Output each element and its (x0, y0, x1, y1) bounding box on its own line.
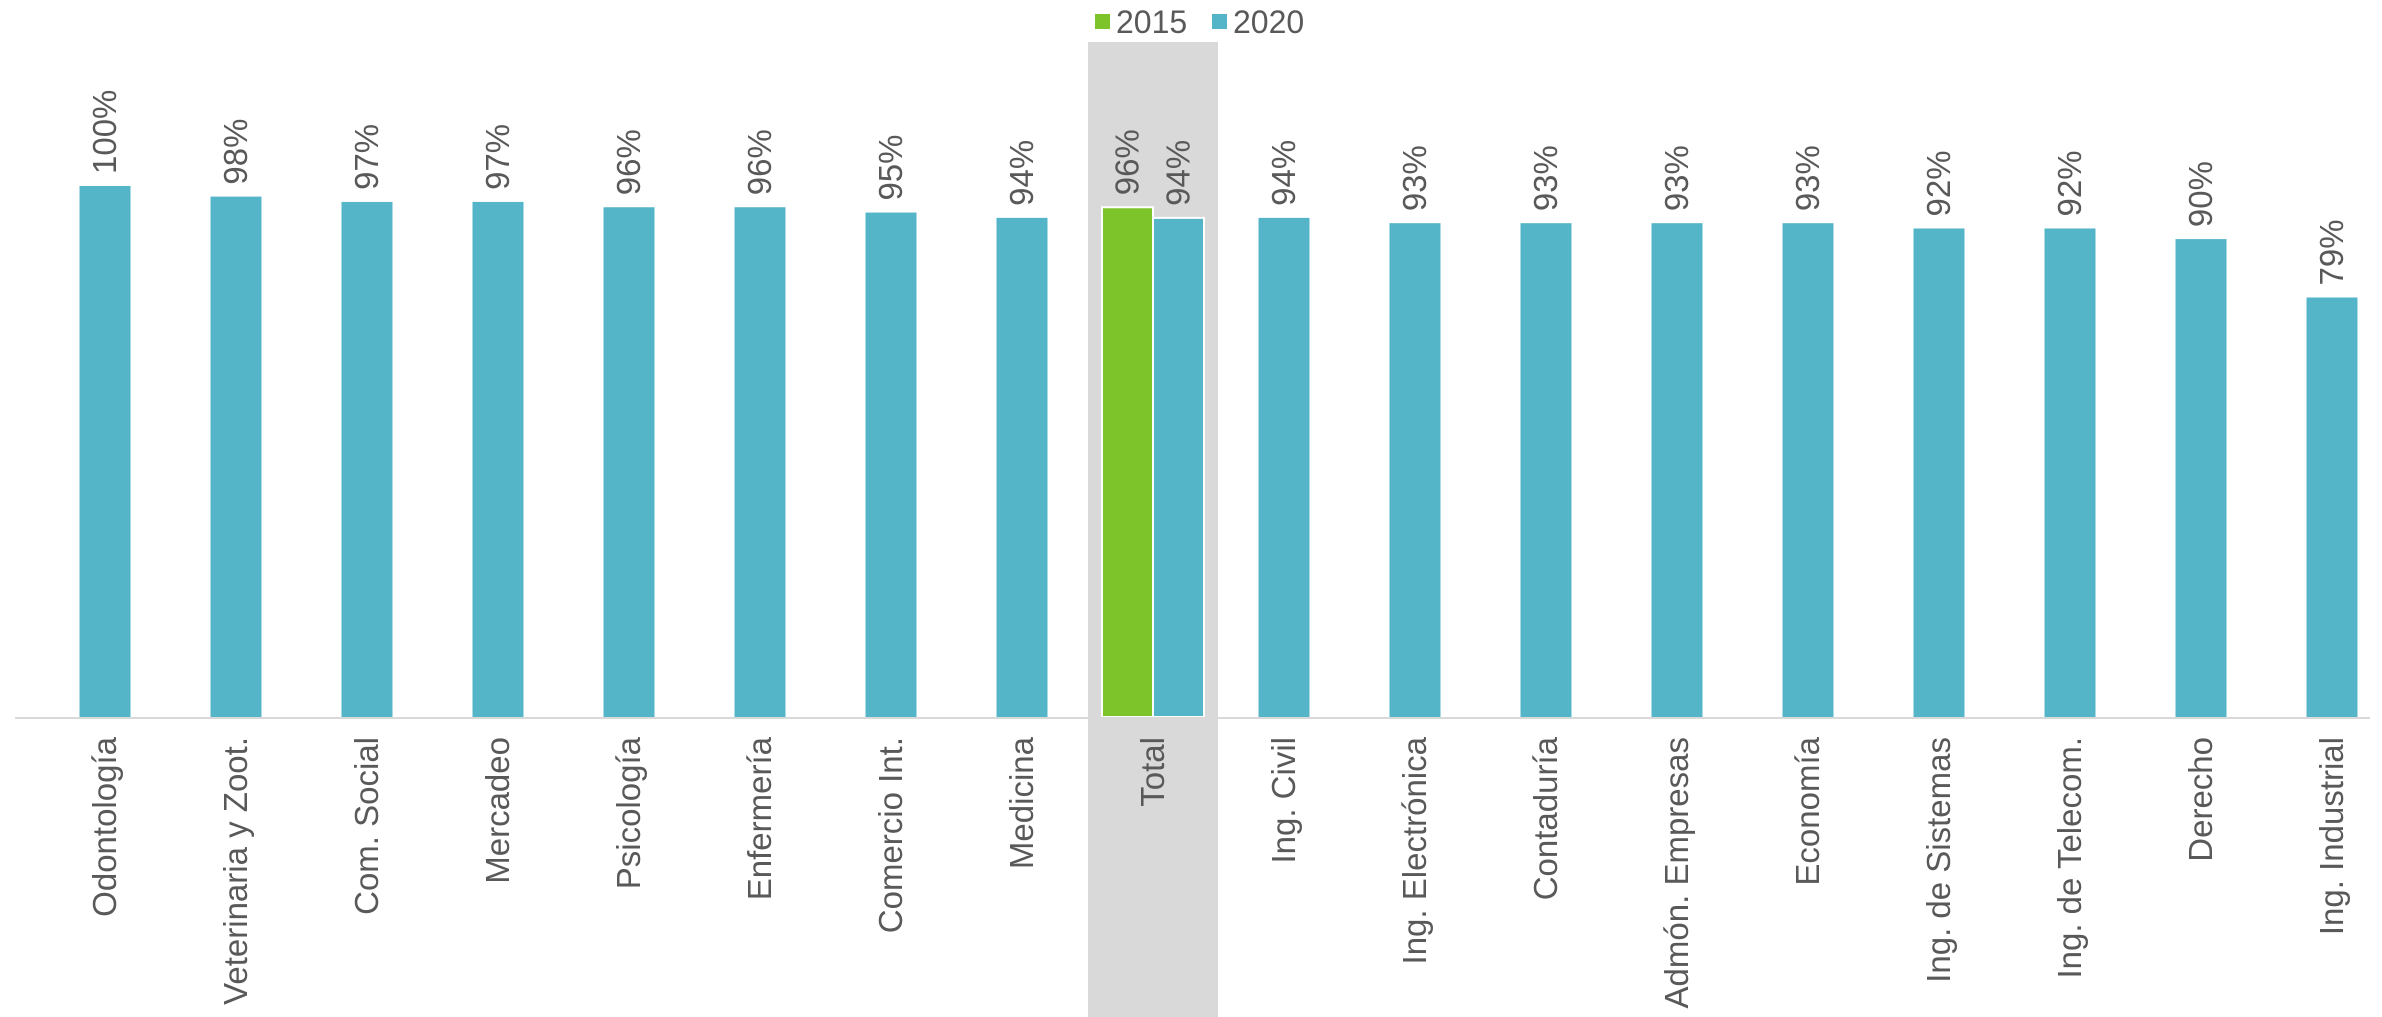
data-label-2020-ing-electronica: 93% (1396, 145, 1433, 211)
data-label-2020-total: 94% (1160, 140, 1197, 206)
bar-2020-ing-de-telecom (2044, 228, 2096, 718)
tick-label-enfermeria: Enfermería (741, 736, 778, 900)
data-label-2020-psicologia: 96% (610, 129, 647, 195)
data-label-2020-enfermeria: 96% (741, 129, 778, 195)
tick-label-ing-de-telecom: Ing. de Telecom. (2051, 737, 2088, 979)
data-label-2020-comercio-int: 95% (872, 134, 909, 200)
bar-2020-odontologia (79, 186, 131, 717)
tick-label-psicologia: Psicología (610, 736, 647, 889)
data-label-2020-contaduria: 93% (1527, 145, 1564, 211)
legend-swatch-2015 (1095, 14, 1110, 29)
bar-2020-psicologia (603, 207, 655, 718)
tick-label-odontologia: Odontología (86, 736, 123, 916)
data-label-2020-ing-de-telecom: 92% (2051, 150, 2088, 216)
bar-2020-admon-empresas (1651, 223, 1703, 718)
bar-2020-total (1152, 216, 1205, 719)
bar-2020-contaduria (1520, 223, 1572, 718)
bar-2020-com-social (341, 201, 393, 717)
legend: 2015 2020 (1095, 4, 1304, 40)
tick-label-ing-civil: Ing. Civil (1265, 737, 1302, 864)
tick-label-com-social: Com. Social (348, 737, 385, 915)
bar-2020-ing-industrial (2306, 297, 2358, 717)
data-label-2020-ing-industrial: 79% (2313, 219, 2350, 285)
data-label-2015-total: 96% (1109, 129, 1146, 195)
tick-label-admon-empresas: Admón. Empresas (1658, 737, 1695, 1008)
data-label-2020-mercadeo: 97% (479, 124, 516, 190)
bar-2020-derecho (2175, 239, 2227, 717)
data-label-2020-veterinaria-y-zoot: 98% (217, 119, 254, 185)
bar-2020-ing-electronica (1389, 223, 1441, 718)
data-label-2020-odontologia: 100% (86, 90, 123, 174)
tick-label-contaduria: Contaduría (1527, 736, 1564, 900)
data-label-2020-admon-empresas: 93% (1658, 145, 1695, 211)
legend-label-2020: 2020 (1233, 4, 1304, 40)
tick-label-ing-de-sistemas: Ing. de Sistemas (1920, 737, 1957, 983)
bar-2020-economia (1782, 223, 1834, 718)
bar-2020-medicina (996, 217, 1048, 718)
tick-label-derecho: Derecho (2182, 737, 2219, 862)
data-label-2020-derecho: 90% (2182, 161, 2219, 227)
tick-label-comercio-int: Comercio Int. (872, 737, 909, 933)
bar-2020-veterinaria-y-zoot (210, 196, 262, 717)
data-label-2020-ing-de-sistemas: 92% (1920, 150, 1957, 216)
bar-2020-ing-civil (1258, 217, 1310, 718)
bar-2020-enfermeria (734, 207, 786, 718)
legend-swatch-2020 (1212, 14, 1227, 29)
data-label-2020-economia: 93% (1789, 145, 1826, 211)
tick-label-veterinaria-y-zoot: Veterinaria y Zoot. (217, 737, 254, 1005)
bar-2020-comercio-int (865, 212, 917, 718)
tick-label-ing-industrial: Ing. Industrial (2313, 737, 2350, 935)
tick-label-total: Total (1134, 737, 1171, 807)
tick-label-ing-electronica: Ing. Electrónica (1396, 736, 1433, 964)
bar-2020-mercadeo (472, 201, 524, 717)
data-label-2020-medicina: 94% (1003, 140, 1040, 206)
data-label-2020-ing-civil: 94% (1265, 140, 1302, 206)
tick-label-economia: Economía (1789, 736, 1826, 885)
bar-2015-total (1101, 206, 1154, 719)
legend-label-2015: 2015 (1116, 4, 1187, 40)
tick-label-medicina: Medicina (1003, 736, 1040, 869)
tick-label-mercadeo: Mercadeo (479, 737, 516, 884)
bar-2020-ing-de-sistemas (1913, 228, 1965, 718)
data-label-2020-com-social: 97% (348, 124, 385, 190)
